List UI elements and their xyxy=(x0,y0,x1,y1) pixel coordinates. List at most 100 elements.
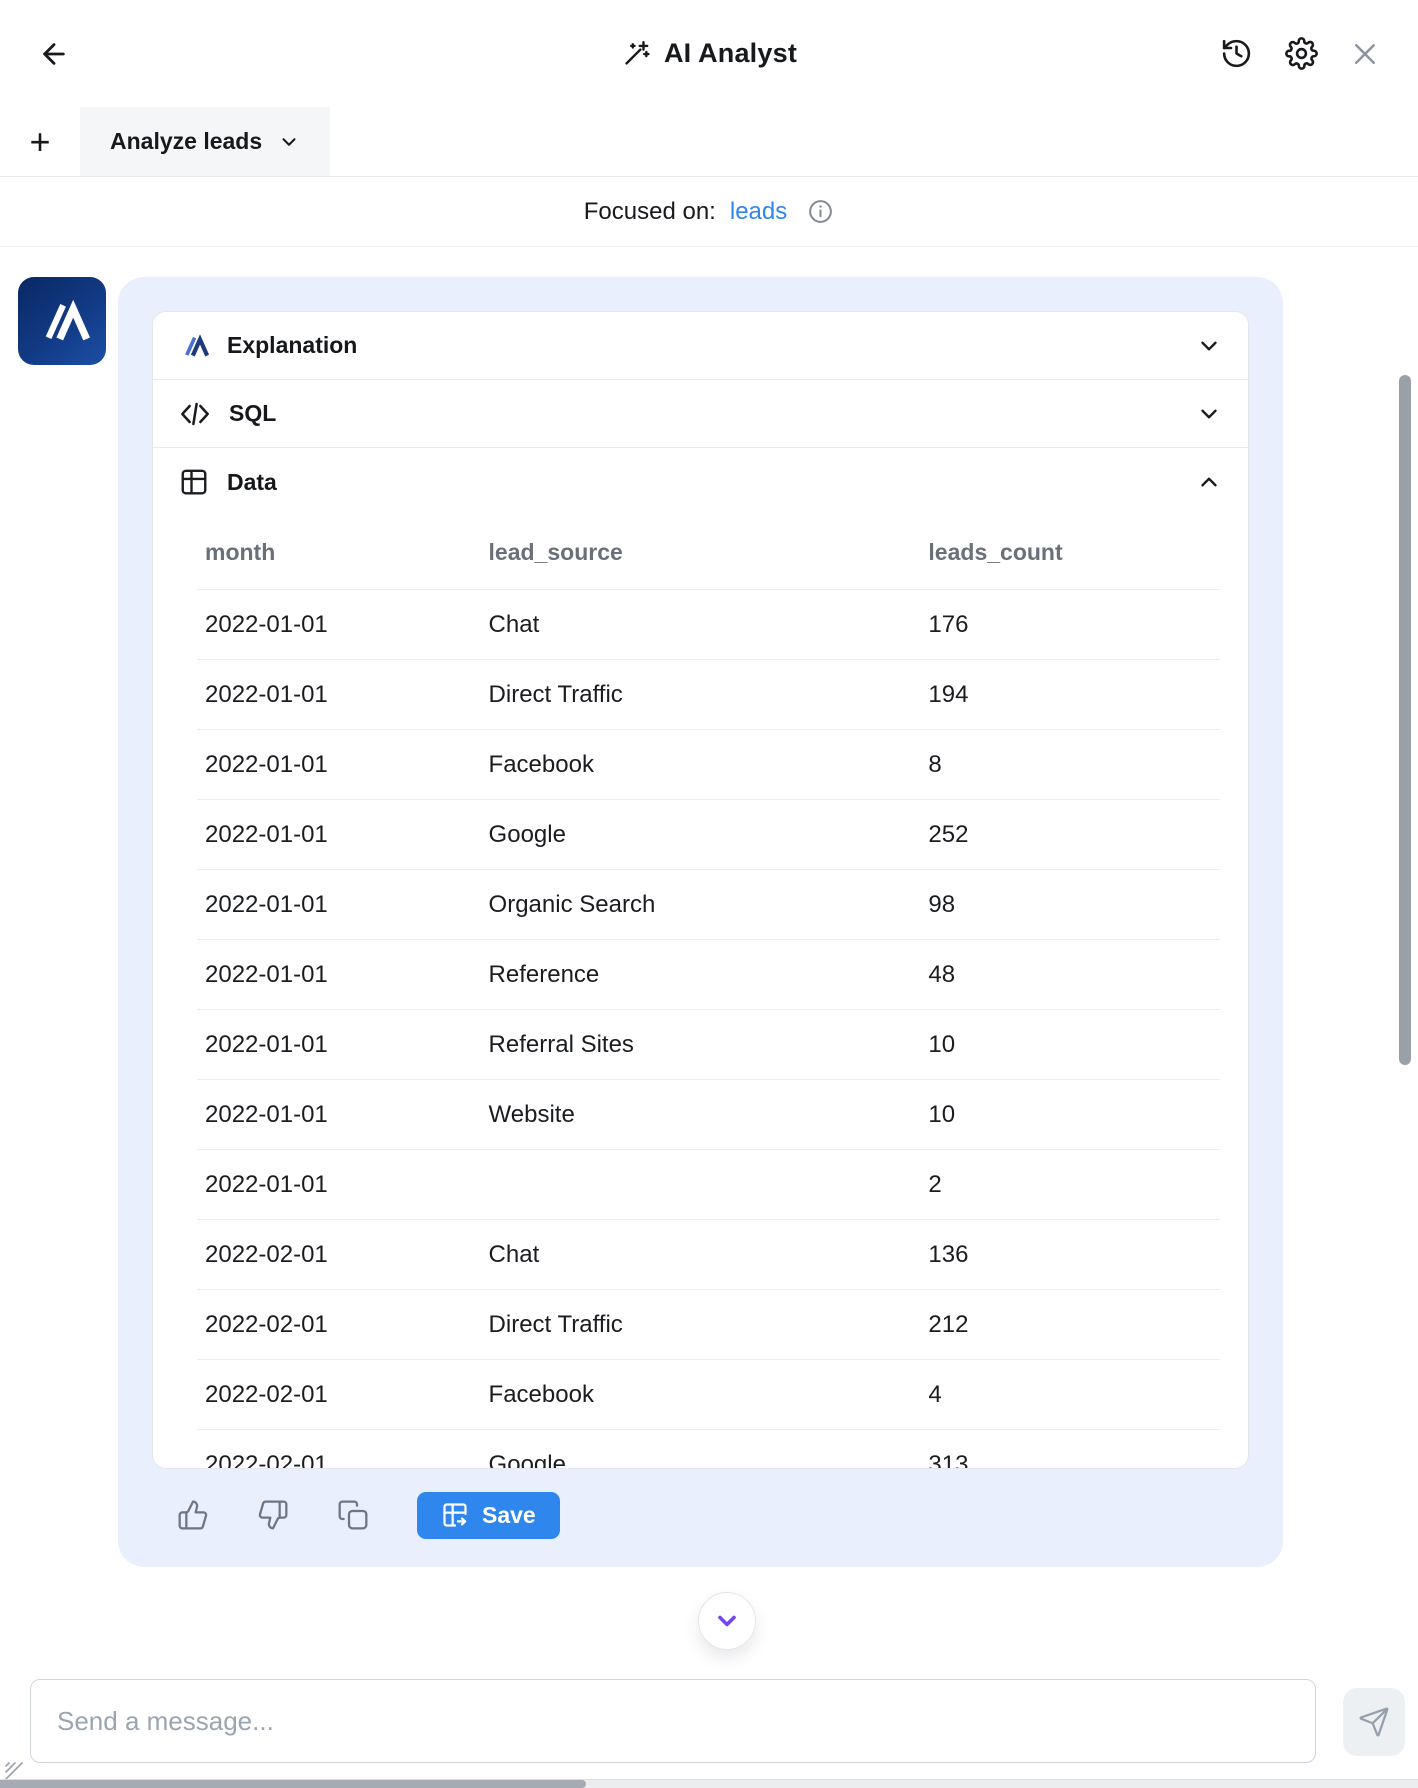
table-row: 2022-01-01 Chat 176 xyxy=(197,590,1220,660)
cell-leads-count: 10 xyxy=(928,1100,956,1128)
chevron-down-icon xyxy=(711,1605,743,1637)
explanation-logo-icon xyxy=(179,331,209,361)
cell-leads-count: 313 xyxy=(928,1451,969,1468)
save-button[interactable]: Save xyxy=(417,1491,560,1539)
assistant-message-bubble: Explanation SQL Data xyxy=(118,277,1283,1567)
back-button[interactable] xyxy=(38,38,70,70)
table-row: 2022-02-01 Chat 136 xyxy=(197,1220,1220,1290)
data-table: month lead_source leads_count 2022-01-01… xyxy=(197,516,1220,1468)
scroll-to-bottom-button[interactable] xyxy=(698,1592,756,1650)
close-button[interactable] xyxy=(1350,39,1380,69)
cell-lead-source: Chat xyxy=(488,610,540,638)
section-data[interactable]: Data xyxy=(153,448,1248,516)
horizontal-scrollbar-track[interactable] xyxy=(0,1779,1418,1788)
cell-leads-count: 4 xyxy=(928,1380,942,1408)
code-icon xyxy=(179,398,211,430)
table-row: 2022-01-01 Facebook 8 xyxy=(197,730,1220,800)
window-title: AI Analyst xyxy=(621,38,797,69)
cell-lead-source: Facebook xyxy=(488,750,594,778)
thumbs-up-button[interactable] xyxy=(177,1499,209,1531)
top-bar: AI Analyst xyxy=(0,0,1418,107)
cell-month: 2022-02-01 xyxy=(205,1240,328,1268)
copy-button[interactable] xyxy=(337,1499,369,1531)
section-explanation[interactable]: Explanation xyxy=(153,312,1248,380)
table-row: 2022-01-01 Reference 48 xyxy=(197,940,1220,1010)
tab-bar: + Analyze leads xyxy=(0,107,1418,177)
result-card: Explanation SQL Data xyxy=(152,311,1249,1469)
close-icon xyxy=(1350,39,1380,69)
new-tab-button[interactable]: + xyxy=(0,107,80,176)
cell-lead-source: Referral Sites xyxy=(488,1030,634,1058)
chevron-down-icon xyxy=(1196,333,1222,359)
cell-lead-source: Google xyxy=(488,820,566,848)
send-icon xyxy=(1358,1706,1390,1738)
cell-lead-source: Website xyxy=(488,1100,575,1128)
horizontal-scrollbar-thumb[interactable] xyxy=(0,1780,586,1788)
assistant-avatar xyxy=(18,277,106,365)
back-arrow-icon xyxy=(38,38,70,70)
focus-bar: Focused on: leads xyxy=(0,177,1418,247)
cell-lead-source: Chat xyxy=(488,1240,540,1268)
thumbs-down-icon xyxy=(257,1499,289,1531)
tab-analyze-leads[interactable]: Analyze leads xyxy=(80,107,331,176)
cell-month: 2022-01-01 xyxy=(205,680,328,708)
cell-lead-source: Reference xyxy=(488,960,600,988)
magic-wand-icon xyxy=(621,39,651,69)
cell-lead-source: Facebook xyxy=(488,1380,594,1408)
table-row: 2022-02-01 Facebook 4 xyxy=(197,1360,1220,1430)
section-label: SQL xyxy=(229,400,277,426)
cell-month: 2022-01-01 xyxy=(205,1100,328,1128)
table-row: 2022-01-01 2 xyxy=(197,1150,1220,1220)
message-input[interactable] xyxy=(30,1679,1316,1763)
section-label: Explanation xyxy=(227,332,358,358)
cell-lead-source: Direct Traffic xyxy=(488,1310,623,1338)
vertical-scrollbar-thumb[interactable] xyxy=(1399,375,1411,1065)
chat-area: Explanation SQL Data xyxy=(0,247,1418,1567)
plus-icon: + xyxy=(29,120,51,162)
cell-month: 2022-01-01 xyxy=(205,960,328,988)
thumbs-up-icon xyxy=(177,1499,209,1531)
gear-icon xyxy=(1285,37,1318,70)
cell-leads-count: 98 xyxy=(928,890,956,918)
cell-lead-source: Direct Traffic xyxy=(488,680,623,708)
settings-button[interactable] xyxy=(1285,37,1318,70)
clipped-table-row: 2022-02-01 Google 313 xyxy=(197,1430,1220,1468)
table-row: 2022-02-01 Direct Traffic 212 xyxy=(197,1290,1220,1360)
column-header-leads-count: leads_count xyxy=(928,539,1063,565)
cell-month: 2022-01-01 xyxy=(205,820,328,848)
focus-prefix: Focused on: xyxy=(583,197,716,225)
message-actions: Save xyxy=(177,1491,1249,1539)
cell-leads-count: 194 xyxy=(928,680,969,708)
column-header-lead-source: lead_source xyxy=(488,539,623,565)
table-row: 2022-01-01 Organic Search 98 xyxy=(197,870,1220,940)
cell-month: 2022-01-01 xyxy=(205,1030,328,1058)
chevron-down-icon xyxy=(278,131,300,153)
cell-lead-source: Google xyxy=(488,1451,566,1468)
cell-leads-count: 176 xyxy=(928,610,969,638)
resize-grip-icon[interactable] xyxy=(3,1760,25,1782)
table-icon xyxy=(179,467,209,497)
copy-icon xyxy=(337,1499,369,1531)
cell-month: 2022-02-01 xyxy=(205,1380,328,1408)
send-button[interactable] xyxy=(1343,1688,1405,1756)
cell-leads-count: 48 xyxy=(928,960,956,988)
table-row: 2022-01-01 Referral Sites 10 xyxy=(197,1010,1220,1080)
thumbs-down-button[interactable] xyxy=(257,1499,289,1531)
section-sql[interactable]: SQL xyxy=(153,380,1248,448)
cell-month: 2022-02-01 xyxy=(205,1310,328,1338)
history-button[interactable] xyxy=(1220,37,1253,70)
tab-label: Analyze leads xyxy=(110,128,263,154)
table-row: 2022-01-01 Direct Traffic 194 xyxy=(197,660,1220,730)
column-header-month: month xyxy=(205,539,276,565)
table-header-row: month lead_source leads_count xyxy=(197,516,1220,590)
cell-month: 2022-01-01 xyxy=(205,750,328,778)
cell-month: 2022-01-01 xyxy=(205,610,328,638)
cell-leads-count: 212 xyxy=(928,1310,969,1338)
focus-entity-link[interactable]: leads xyxy=(729,197,788,225)
history-icon xyxy=(1220,37,1253,70)
cell-leads-count: 8 xyxy=(928,750,942,778)
info-icon[interactable] xyxy=(807,198,834,225)
table-row: 2022-01-01 Google 252 xyxy=(197,800,1220,870)
cell-month: 2022-01-01 xyxy=(205,890,328,918)
chevron-up-icon xyxy=(1196,469,1222,495)
